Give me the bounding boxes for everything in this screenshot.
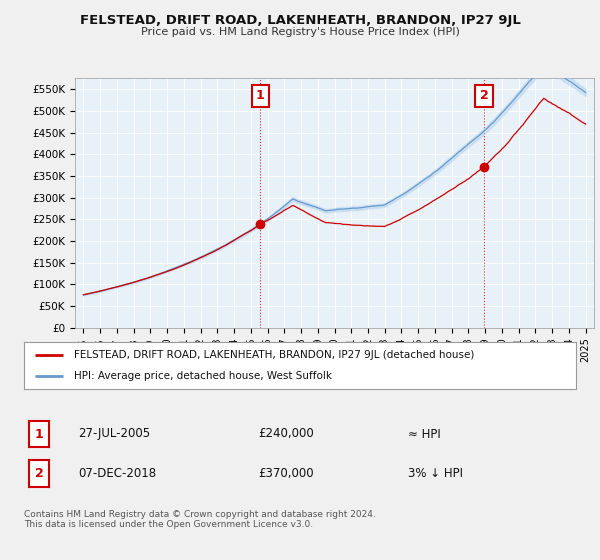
Text: 2: 2 xyxy=(479,90,488,102)
Text: FELSTEAD, DRIFT ROAD, LAKENHEATH, BRANDON, IP27 9JL (detached house): FELSTEAD, DRIFT ROAD, LAKENHEATH, BRANDO… xyxy=(74,350,474,360)
Text: FELSTEAD, DRIFT ROAD, LAKENHEATH, BRANDON, IP27 9JL: FELSTEAD, DRIFT ROAD, LAKENHEATH, BRANDO… xyxy=(80,14,520,27)
Text: 1: 1 xyxy=(35,427,43,441)
Text: £240,000: £240,000 xyxy=(258,427,314,441)
Text: 07-DEC-2018: 07-DEC-2018 xyxy=(78,466,156,480)
Text: 2: 2 xyxy=(35,466,43,480)
Text: £370,000: £370,000 xyxy=(258,466,314,480)
Text: Contains HM Land Registry data © Crown copyright and database right 2024.
This d: Contains HM Land Registry data © Crown c… xyxy=(24,510,376,529)
Text: ≈ HPI: ≈ HPI xyxy=(408,427,441,441)
Text: 1: 1 xyxy=(256,90,265,102)
Text: Price paid vs. HM Land Registry's House Price Index (HPI): Price paid vs. HM Land Registry's House … xyxy=(140,27,460,37)
Text: HPI: Average price, detached house, West Suffolk: HPI: Average price, detached house, West… xyxy=(74,371,332,381)
Text: 27-JUL-2005: 27-JUL-2005 xyxy=(78,427,150,441)
Text: 3% ↓ HPI: 3% ↓ HPI xyxy=(408,466,463,480)
